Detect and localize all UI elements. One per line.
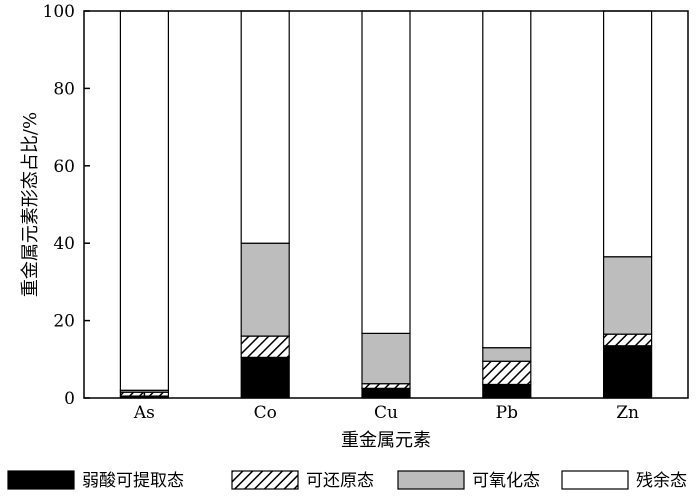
legend-label-1: 可还原态	[306, 471, 374, 491]
x-axis-title: 重金属元素	[341, 430, 431, 451]
legend-swatch-2	[397, 470, 465, 490]
y-axis-title: 重金属元素形态占比/%	[20, 112, 41, 297]
bar-segment-zn-3	[602, 10, 653, 258]
x-tick-label-as: As	[133, 403, 155, 423]
legend-label-3: 残余态	[636, 471, 687, 491]
legend-swatch-0	[7, 470, 75, 490]
bar-segment-co-0	[240, 356, 290, 399]
x-tick-label-pb: Pb	[496, 403, 518, 423]
bar-segment-pb-1	[482, 360, 532, 386]
legend-swatch-3	[561, 470, 629, 490]
x-tick-label-cu: Cu	[374, 403, 398, 423]
bars-layer	[119, 10, 653, 399]
legend: 弱酸可提取态 可还原态 可氧化态 残余态	[7, 470, 687, 491]
y-tick-label: 20	[53, 312, 75, 332]
y-axis: 0 20 40 60 80 100	[43, 2, 90, 409]
bar-segment-as-3	[119, 10, 170, 391]
y-tick-label: 40	[53, 234, 75, 254]
x-axis: As Co Cu Pb Zn	[133, 392, 639, 423]
legend-label-2: 可氧化态	[472, 471, 540, 491]
bar-segment-cu-2	[361, 332, 411, 385]
bar-segment-zn-2	[602, 256, 653, 335]
legend-label-0: 弱酸可提取态	[82, 471, 184, 491]
y-tick-label: 60	[53, 157, 75, 177]
y-tick-label: 100	[43, 2, 75, 22]
x-tick-label-co: Co	[254, 403, 277, 423]
bar-segment-zn-0	[602, 345, 653, 399]
bar-segment-co-3	[240, 10, 290, 244]
legend-swatch-1	[231, 470, 299, 490]
y-tick-label: 0	[64, 389, 75, 409]
bar-segment-co-2	[240, 242, 290, 337]
y-tick-label: 80	[53, 79, 75, 99]
bar-segment-cu-1	[361, 383, 411, 389]
bar-segment-cu-3	[361, 10, 411, 334]
bar-segment-co-1	[240, 335, 290, 358]
x-tick-label-zn: Zn	[616, 403, 639, 423]
bar-segment-zn-1	[602, 333, 653, 347]
bar-segment-pb-2	[482, 347, 532, 362]
bar-segment-pb-3	[482, 10, 532, 349]
